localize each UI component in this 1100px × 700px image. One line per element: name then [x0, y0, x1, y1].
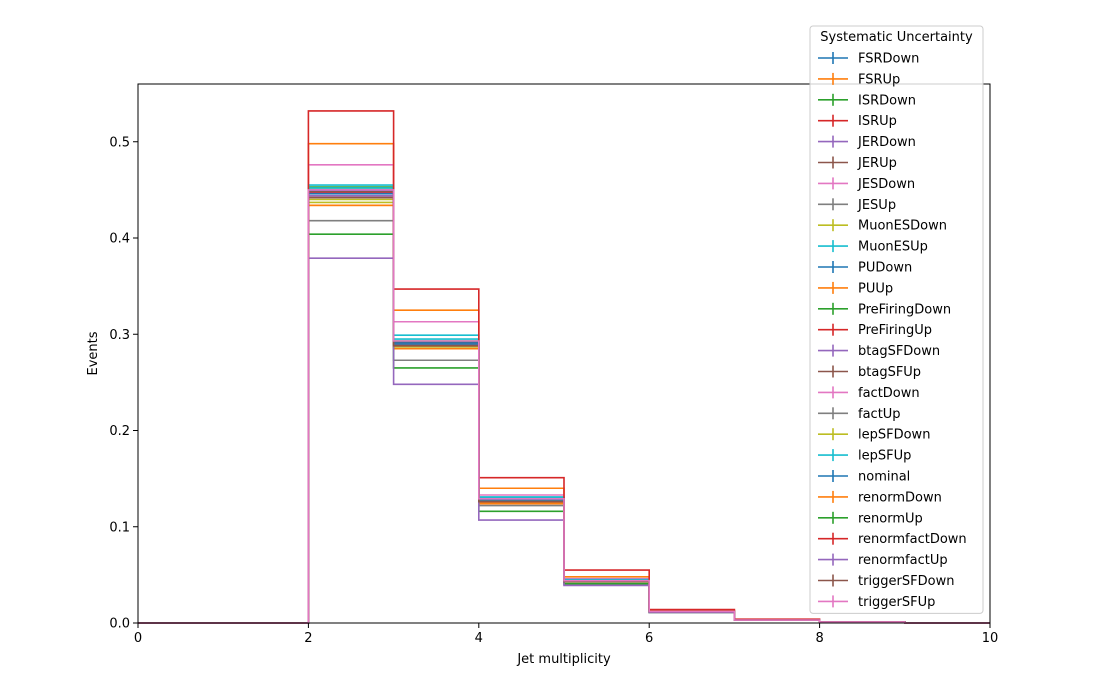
legend-label: btagSFDown: [858, 344, 940, 359]
legend-item: btagSFUp: [818, 365, 921, 380]
x-tick-label: 10: [982, 631, 999, 646]
legend-label: renormUp: [858, 511, 923, 526]
legend-item: MuonESUp: [818, 240, 928, 255]
legend-item: triggerSFDown: [818, 574, 954, 589]
legend-item: JERDown: [818, 135, 916, 150]
legend-item: PreFiringDown: [818, 302, 951, 317]
legend-item: PreFiringUp: [818, 323, 932, 338]
legend-label: btagSFUp: [858, 365, 921, 380]
y-tick-label: 0.1: [109, 520, 130, 535]
legend-item: renormfactUp: [818, 553, 948, 568]
legend-label: lepSFDown: [858, 428, 930, 443]
legend-item: ISRUp: [818, 114, 897, 129]
legend-label: MuonESDown: [858, 219, 947, 234]
legend-item: triggerSFUp: [818, 595, 935, 610]
legend-label: PUDown: [858, 261, 912, 276]
x-axis-label: Jet multiplicity: [516, 652, 611, 667]
y-tick-label: 0.0: [109, 617, 130, 632]
legend-label: ISRUp: [858, 114, 897, 129]
legend-item: MuonESDown: [818, 219, 947, 234]
legend-item: nominal: [818, 470, 910, 485]
legend-label: MuonESUp: [858, 240, 928, 255]
legend-label: nominal: [858, 470, 910, 485]
legend-title: Systematic Uncertainty: [820, 30, 973, 45]
legend-label: FSRDown: [858, 52, 919, 67]
legend-item: PUDown: [818, 261, 912, 276]
plot-frame: [137, 83, 991, 624]
legend-item: lepSFUp: [818, 449, 911, 464]
legend-item: renormUp: [818, 511, 923, 526]
legend-item: btagSFDown: [818, 344, 940, 359]
x-axis: 0 2 4 6 8 10: [134, 623, 998, 646]
legend-item: factDown: [818, 386, 920, 401]
legend-item: renormDown: [818, 490, 942, 505]
legend-item: JESUp: [818, 198, 896, 213]
legend-label: JERUp: [857, 156, 897, 171]
legend-label: factUp: [858, 407, 901, 422]
legend-item: factUp: [818, 407, 901, 422]
legend-label: lepSFUp: [858, 449, 911, 464]
legend-item: FSRDown: [818, 52, 919, 67]
y-tick-label: 0.5: [109, 135, 130, 150]
legend-label: renormDown: [858, 490, 942, 505]
legend: Systematic Uncertainty FSRDown FSRUp ISRDo…: [809, 25, 984, 614]
legend-item: JERUp: [818, 156, 897, 171]
legend-items: FSRDown FSRUp ISRDown ISRUp JERDown JERUp JESD…: [818, 52, 967, 610]
legend-item: renormfactDown: [818, 532, 967, 547]
y-tick-label: 0.4: [109, 232, 130, 247]
legend-item: lepSFDown: [818, 428, 930, 443]
y-tick-label: 0.3: [109, 328, 130, 343]
legend-label: PUUp: [858, 281, 893, 296]
legend-label: JESDown: [857, 177, 915, 192]
series-layer: [138, 110, 990, 624]
legend-label: PreFiringDown: [858, 302, 951, 317]
y-axis: 0.0 0.1 0.2 0.3 0.4 0.5: [109, 135, 138, 632]
series-triggerSFUp: [138, 189, 990, 624]
y-axis-label: Events: [86, 331, 101, 375]
legend-item: PUUp: [818, 281, 893, 296]
legend-label: triggerSFUp: [858, 595, 935, 610]
x-tick-label: 0: [134, 631, 142, 646]
y-tick-label: 0.2: [109, 424, 130, 439]
legend-label: ISRDown: [858, 93, 916, 108]
legend-label: JESUp: [857, 198, 896, 213]
legend-label: triggerSFDown: [858, 574, 954, 589]
legend-label: PreFiringUp: [858, 323, 932, 338]
legend-item: ISRDown: [818, 93, 916, 108]
legend-label: renormfactUp: [858, 553, 948, 568]
x-tick-label: 8: [815, 631, 823, 646]
legend-label: factDown: [858, 386, 920, 401]
x-tick-label: 4: [475, 631, 483, 646]
x-tick-label: 6: [645, 631, 653, 646]
x-tick-label: 2: [304, 631, 312, 646]
legend-label: renormfactDown: [858, 532, 967, 547]
legend-label: JERDown: [857, 135, 916, 150]
legend-item: FSRUp: [818, 72, 900, 87]
legend-label: FSRUp: [858, 72, 900, 87]
legend-item: JESDown: [818, 177, 915, 192]
legend-box: [809, 25, 984, 614]
